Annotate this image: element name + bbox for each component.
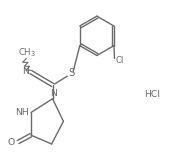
Text: S: S	[68, 68, 74, 78]
Text: CH: CH	[18, 48, 31, 57]
Text: 3: 3	[31, 52, 35, 57]
Text: HCl: HCl	[144, 90, 160, 99]
Text: N: N	[22, 67, 29, 76]
Text: O: O	[8, 138, 15, 146]
Text: N: N	[50, 89, 57, 98]
Text: NH: NH	[15, 108, 29, 117]
Text: Cl: Cl	[115, 56, 124, 65]
